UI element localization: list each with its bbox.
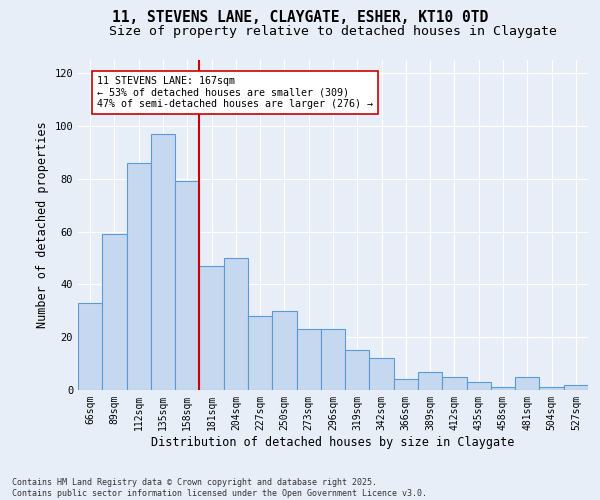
- Bar: [321, 330, 345, 390]
- Bar: [467, 382, 491, 390]
- Bar: [442, 377, 467, 390]
- Text: 11 STEVENS LANE: 167sqm
← 53% of detached houses are smaller (309)
47% of semi-d: 11 STEVENS LANE: 167sqm ← 53% of detache…: [97, 76, 373, 109]
- Bar: [515, 377, 539, 390]
- Bar: [199, 266, 224, 390]
- Bar: [272, 311, 296, 390]
- Y-axis label: Number of detached properties: Number of detached properties: [36, 122, 49, 328]
- Text: 11, STEVENS LANE, CLAYGATE, ESHER, KT10 0TD: 11, STEVENS LANE, CLAYGATE, ESHER, KT10 …: [112, 10, 488, 25]
- Bar: [78, 303, 102, 390]
- Bar: [418, 372, 442, 390]
- Bar: [345, 350, 370, 390]
- Bar: [175, 182, 199, 390]
- Bar: [539, 388, 564, 390]
- Bar: [102, 234, 127, 390]
- X-axis label: Distribution of detached houses by size in Claygate: Distribution of detached houses by size …: [151, 436, 515, 448]
- Bar: [151, 134, 175, 390]
- Bar: [370, 358, 394, 390]
- Bar: [564, 384, 588, 390]
- Title: Size of property relative to detached houses in Claygate: Size of property relative to detached ho…: [109, 25, 557, 38]
- Bar: [296, 330, 321, 390]
- Bar: [394, 380, 418, 390]
- Text: Contains HM Land Registry data © Crown copyright and database right 2025.
Contai: Contains HM Land Registry data © Crown c…: [12, 478, 427, 498]
- Bar: [248, 316, 272, 390]
- Bar: [491, 388, 515, 390]
- Bar: [127, 163, 151, 390]
- Bar: [224, 258, 248, 390]
